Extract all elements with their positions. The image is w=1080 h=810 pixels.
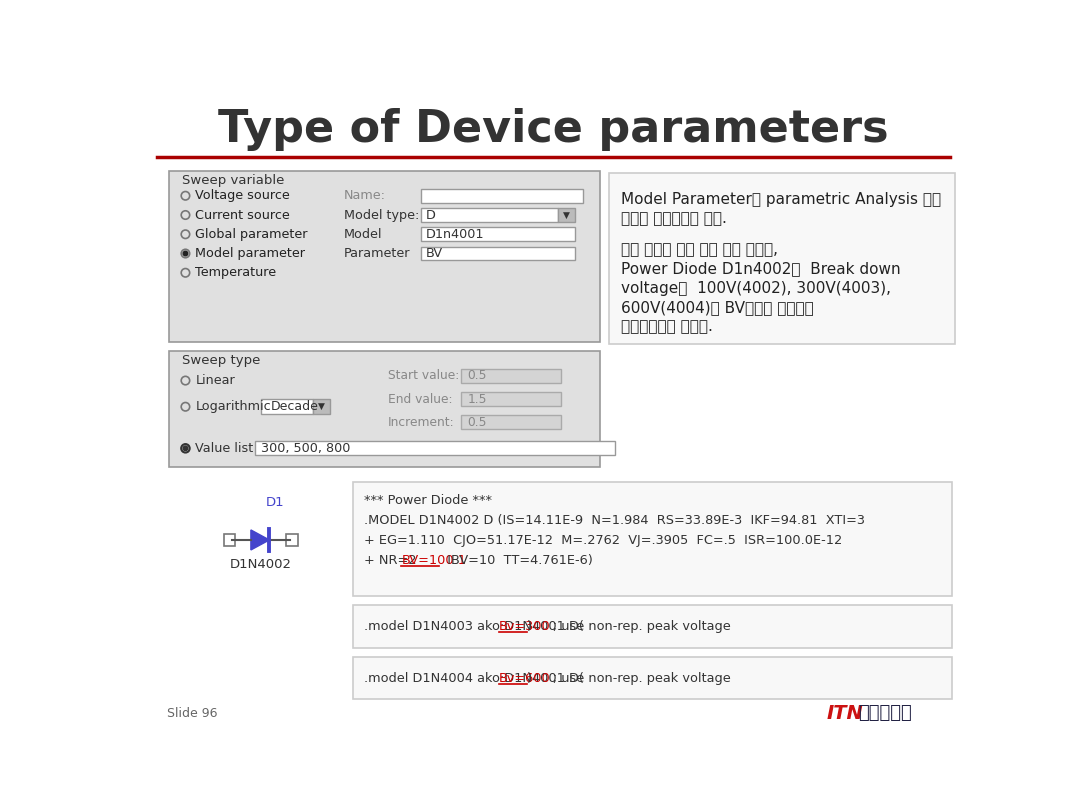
Text: Decade: Decade [271, 400, 319, 413]
Text: 경우의 시뮬레이션 설정.: 경우의 시뮬레이션 설정. [621, 211, 727, 226]
Text: Bv=300: Bv=300 [499, 620, 551, 633]
Text: Linear: Linear [195, 374, 235, 387]
FancyBboxPatch shape [168, 171, 599, 342]
Circle shape [184, 251, 188, 256]
Text: ㎏아이티앤: ㎏아이티앤 [858, 704, 912, 723]
Text: Power Diode D1n4002의  Break down: Power Diode D1n4002의 Break down [621, 262, 901, 276]
Text: Bv=600: Bv=600 [499, 671, 551, 684]
Text: D1N4002: D1N4002 [230, 558, 292, 571]
Text: + NR=2: + NR=2 [364, 554, 424, 567]
FancyBboxPatch shape [421, 228, 575, 241]
FancyBboxPatch shape [461, 369, 562, 383]
Text: D1n4001: D1n4001 [426, 228, 484, 241]
Text: Model type:: Model type: [345, 208, 419, 221]
Text: Model: Model [345, 228, 382, 241]
Text: + EG=1.110  CJO=51.17E-12  M=.2762  VJ=.3905  FC=.5  ISR=100.0E-12: + EG=1.110 CJO=51.17E-12 M=.2762 VJ=.390… [364, 535, 842, 548]
Text: ▼: ▼ [319, 403, 325, 411]
FancyBboxPatch shape [313, 399, 330, 415]
Text: Model Parameter를 parametric Analysis 하는: Model Parameter를 parametric Analysis 하는 [621, 192, 942, 207]
FancyBboxPatch shape [421, 208, 558, 222]
Text: End value:: End value: [388, 393, 453, 406]
Text: 기본 분석이 진행 되고 있는 가운데,: 기본 분석이 진행 되고 있는 가운데, [621, 242, 779, 257]
Text: Temperature: Temperature [195, 266, 276, 279]
Text: .model D1N4004 ako:D1N4001 D(: .model D1N4004 ako:D1N4001 D( [364, 671, 584, 684]
Circle shape [184, 446, 188, 450]
Text: voltage를  100V(4002), 300V(4003),: voltage를 100V(4002), 300V(4003), [621, 280, 891, 296]
FancyBboxPatch shape [558, 208, 575, 222]
Text: D: D [426, 208, 435, 221]
Text: .model D1N4003 ako:D1N4001 D(: .model D1N4003 ako:D1N4001 D( [364, 620, 584, 633]
Text: Increment:: Increment: [388, 416, 455, 428]
Text: 600V(4004)의 BV값으로 변경되며: 600V(4004)의 BV값으로 변경되며 [621, 300, 814, 315]
Text: Current source: Current source [195, 208, 291, 221]
Text: 1.5: 1.5 [468, 393, 487, 406]
Text: Parameter: Parameter [345, 247, 410, 260]
FancyBboxPatch shape [461, 416, 562, 429]
Polygon shape [251, 530, 269, 550]
FancyBboxPatch shape [353, 605, 953, 648]
FancyBboxPatch shape [353, 482, 953, 596]
FancyBboxPatch shape [261, 399, 313, 415]
FancyBboxPatch shape [168, 352, 599, 467]
Text: Voltage source: Voltage source [195, 190, 291, 202]
FancyBboxPatch shape [421, 189, 583, 202]
Text: BV: BV [426, 247, 443, 260]
Text: Sweep variable: Sweep variable [183, 174, 285, 187]
FancyBboxPatch shape [255, 441, 616, 455]
FancyBboxPatch shape [421, 246, 575, 261]
Text: BV=100.1: BV=100.1 [402, 554, 467, 567]
Text: IBV=10  TT=4.761E-6): IBV=10 TT=4.761E-6) [438, 554, 593, 567]
Text: )     ; use non-rep. peak voltage: ) ; use non-rep. peak voltage [527, 620, 731, 633]
Text: .MODEL D1N4002 D (IS=14.11E-9  N=1.984  RS=33.89E-3  IKF=94.81  XTI=3: .MODEL D1N4002 D (IS=14.11E-9 N=1.984 RS… [364, 514, 865, 527]
Text: 0.5: 0.5 [468, 416, 487, 428]
FancyBboxPatch shape [353, 657, 953, 699]
Text: ▼: ▼ [563, 211, 570, 220]
Text: Slide 96: Slide 96 [167, 706, 217, 720]
FancyBboxPatch shape [461, 392, 562, 406]
Text: )     ; use non-rep. peak voltage: ) ; use non-rep. peak voltage [527, 671, 731, 684]
Text: Type of Device parameters: Type of Device parameters [218, 108, 889, 151]
Text: 시뮬레이션에 적용됨.: 시뮬레이션에 적용됨. [621, 319, 713, 335]
FancyBboxPatch shape [286, 534, 298, 546]
Text: *** Power Diode ***: *** Power Diode *** [364, 494, 492, 507]
Text: Value list: Value list [195, 441, 254, 455]
Text: 0.5: 0.5 [468, 369, 487, 382]
Text: ITN: ITN [827, 704, 864, 723]
Text: Name:: Name: [345, 190, 386, 202]
Text: Start value:: Start value: [388, 369, 459, 382]
Text: 300, 500, 800: 300, 500, 800 [261, 441, 350, 455]
Text: Sweep type: Sweep type [183, 355, 260, 368]
Text: Global parameter: Global parameter [195, 228, 308, 241]
Text: Logarithmic: Logarithmic [195, 400, 271, 413]
Text: D1: D1 [266, 497, 284, 509]
FancyBboxPatch shape [609, 173, 956, 343]
FancyBboxPatch shape [224, 534, 235, 546]
Text: Model parameter: Model parameter [195, 247, 306, 260]
